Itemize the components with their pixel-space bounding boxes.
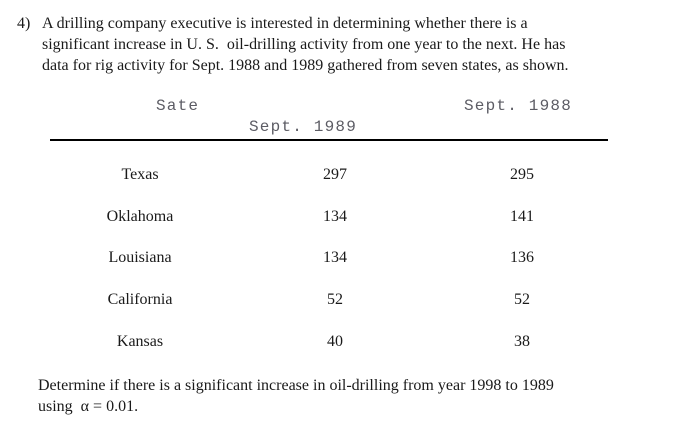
sept-1989-cell: 40 — [327, 333, 343, 350]
table-header-rule — [50, 139, 608, 141]
table-header-sept-1989: Sept. 1989 — [249, 118, 358, 136]
sept-1989-cell: 297 — [323, 166, 347, 183]
sept-1988-cell: 38 — [514, 333, 530, 350]
sept-1989-cell: 134 — [323, 249, 347, 266]
table-header-sept-1988: Sept. 1988 — [464, 97, 573, 115]
question-text-line-1: Determine if there is a significant incr… — [38, 377, 554, 394]
problem-text-line-2: significant increase in U. S. oil-drilli… — [42, 36, 566, 53]
sept-1988-cell: 295 — [510, 166, 534, 183]
state-cell: California — [107, 291, 173, 308]
state-cell: Louisiana — [108, 249, 172, 266]
state-cell: Oklahoma — [106, 208, 174, 225]
sept-1988-cell: 141 — [510, 208, 534, 225]
problem-text-line-3: data for rig activity for Sept. 1988 and… — [42, 57, 569, 74]
sept-1988-cell: 136 — [510, 249, 534, 266]
sept-1989-cell: 134 — [323, 208, 347, 225]
problem-text-line-1: A drilling company executive is interest… — [42, 15, 528, 32]
sept-1989-cell: 52 — [327, 291, 343, 308]
sept-1988-cell: 52 — [514, 291, 530, 308]
problem-number: 4) — [17, 15, 31, 32]
question-text-line-2: using α = 0.01. — [38, 398, 139, 415]
state-cell: Kansas — [116, 333, 164, 350]
table-header-state: Sate — [156, 97, 200, 115]
state-cell: Texas — [121, 166, 159, 183]
